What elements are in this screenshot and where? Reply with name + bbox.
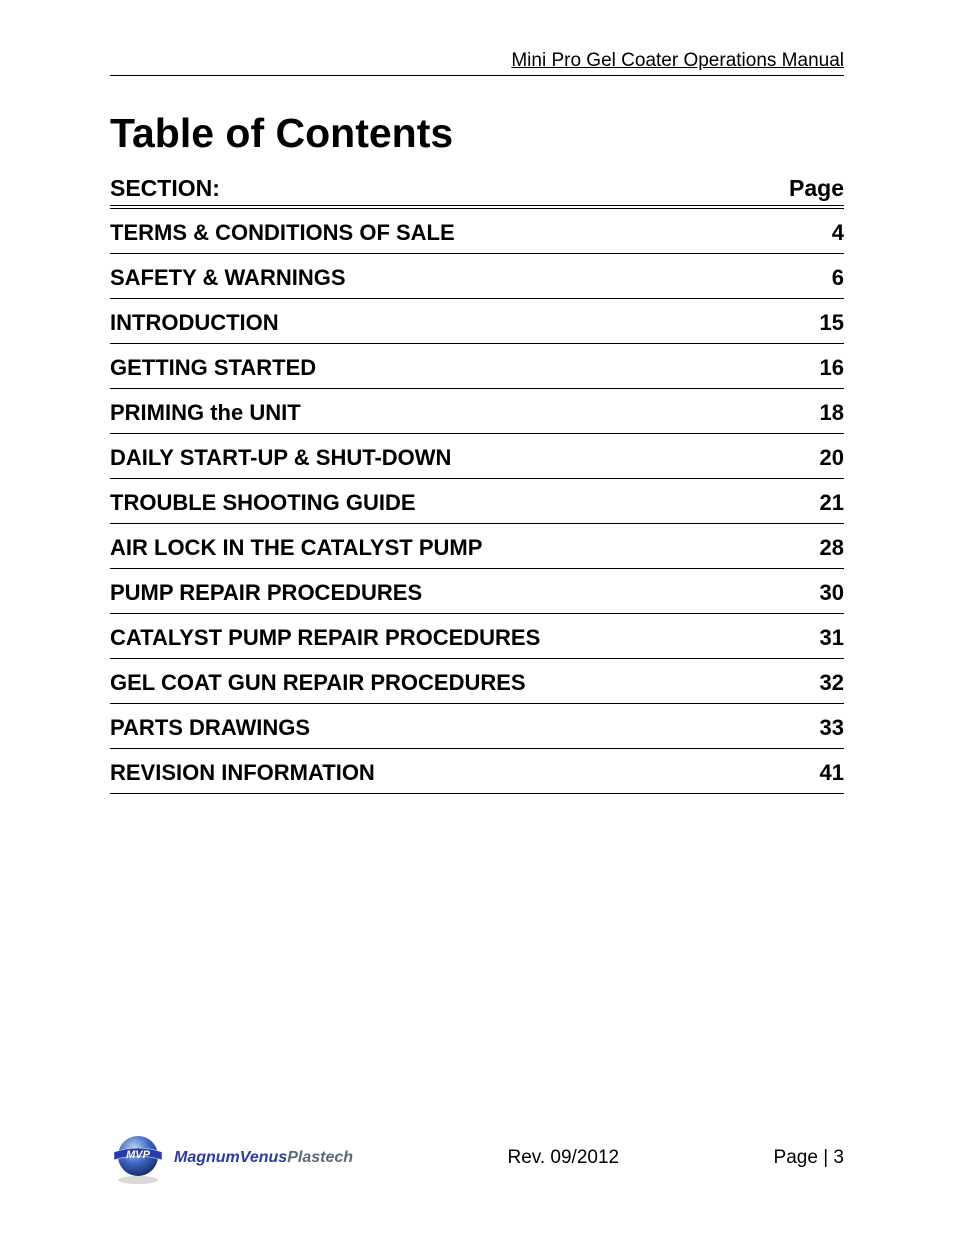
toc-section-label: GEL COAT GUN REPAIR PROCEDURES (110, 670, 526, 696)
toc-section-label: INTRODUCTION (110, 310, 279, 336)
toc-row: GETTING STARTED 16 (110, 344, 844, 389)
toc-section-label: SAFETY & WARNINGS (110, 265, 346, 291)
footer-brand-text: MagnumVenusPlastech (174, 1149, 353, 1167)
toc-row: TROUBLE SHOOTING GUIDE 21 (110, 479, 844, 524)
header-doc-title: Mini Pro Gel Coater Operations Manual (110, 50, 844, 76)
toc-page-number: 16 (820, 355, 844, 381)
toc-row: PUMP REPAIR PROCEDURES 30 (110, 569, 844, 614)
toc-row: PRIMING the UNIT 18 (110, 389, 844, 434)
toc-section-label: CATALYST PUMP REPAIR PROCEDURES (110, 625, 540, 651)
brand-magnum: Magnum (174, 1149, 240, 1166)
toc-header-row: SECTION: Page (110, 175, 844, 209)
brand-plastech: Plastech (287, 1149, 353, 1166)
toc-section-label: PRIMING the UNIT (110, 400, 301, 426)
toc-page-number: 30 (820, 580, 844, 606)
toc-section-label: PARTS DRAWINGS (110, 715, 310, 741)
toc-page-number: 32 (820, 670, 844, 696)
toc-page-number: 6 (832, 265, 844, 291)
toc-row: DAILY START-UP & SHUT-DOWN 20 (110, 434, 844, 479)
toc-row: SAFETY & WARNINGS 6 (110, 254, 844, 299)
toc-section-label: TROUBLE SHOOTING GUIDE (110, 490, 416, 516)
toc-page-number: 18 (820, 400, 844, 426)
toc-page-number: 41 (820, 760, 844, 786)
toc-section-label: REVISION INFORMATION (110, 760, 375, 786)
toc-row: REVISION INFORMATION 41 (110, 749, 844, 794)
toc-page-number: 4 (832, 220, 844, 246)
footer-logo: MVP MagnumVenusPlastech (110, 1130, 353, 1186)
toc-body: TERMS & CONDITIONS OF SALE 4 SAFETY & WARN… (110, 209, 844, 794)
document-page: Mini Pro Gel Coater Operations Manual Ta… (0, 0, 954, 1235)
toc-page-number: 21 (820, 490, 844, 516)
toc-page-number: 15 (820, 310, 844, 336)
mvp-globe-icon: MVP (110, 1130, 166, 1186)
toc-page-number: 31 (820, 625, 844, 651)
footer-page-number: Page | 3 (774, 1147, 844, 1169)
toc-row: PARTS DRAWINGS 33 (110, 704, 844, 749)
toc-page-number: 28 (820, 535, 844, 561)
toc-section-label: DAILY START-UP & SHUT-DOWN (110, 445, 451, 471)
toc-row: INTRODUCTION 15 (110, 299, 844, 344)
toc-section-label: TERMS & CONDITIONS OF SALE (110, 220, 455, 246)
toc-section-label: AIR LOCK IN THE CATALYST PUMP (110, 535, 482, 561)
brand-venus: Venus (240, 1149, 287, 1166)
toc-row: GEL COAT GUN REPAIR PROCEDURES 32 (110, 659, 844, 704)
toc-row: CATALYST PUMP REPAIR PROCEDURES 31 (110, 614, 844, 659)
toc-section-label: PUMP REPAIR PROCEDURES (110, 580, 422, 606)
toc-header-section: SECTION: (110, 175, 220, 202)
footer: MVP MagnumVenusPlastech Rev. 09/2012 Pag… (110, 1123, 844, 1193)
toc-section-label: GETTING STARTED (110, 355, 316, 381)
page-title: Table of Contents (110, 110, 844, 157)
toc-page-number: 33 (820, 715, 844, 741)
toc-header-page: Page (789, 175, 844, 202)
svg-text:MVP: MVP (126, 1149, 151, 1161)
toc-page-number: 20 (820, 445, 844, 471)
footer-revision: Rev. 09/2012 (507, 1147, 619, 1169)
toc-row: TERMS & CONDITIONS OF SALE 4 (110, 209, 844, 254)
toc-row: AIR LOCK IN THE CATALYST PUMP 28 (110, 524, 844, 569)
